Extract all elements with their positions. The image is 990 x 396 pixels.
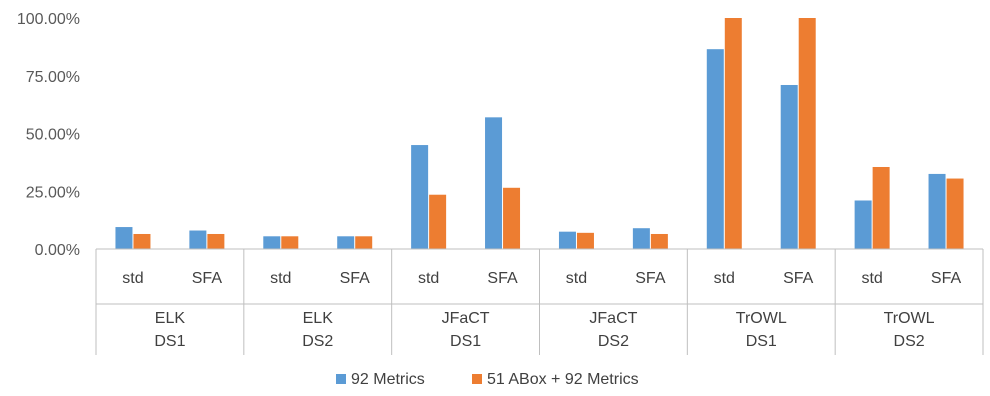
- bar: [780, 84, 798, 250]
- bar: [503, 187, 521, 249]
- bar: [189, 230, 207, 249]
- x-tick-label: SFA: [192, 270, 223, 287]
- bar: [928, 173, 946, 249]
- y-tick-label: 75.00%: [26, 69, 80, 86]
- x-tick-label: SFA: [931, 270, 962, 287]
- y-tick-label: 100.00%: [17, 11, 80, 28]
- legend-label: 92 Metrics: [351, 371, 425, 388]
- bar: [207, 233, 225, 249]
- y-tick-label: 25.00%: [26, 184, 80, 201]
- bar: [946, 178, 964, 249]
- group-label-line1: ELK: [303, 310, 334, 327]
- bar: [263, 236, 281, 249]
- x-tick-label: std: [270, 270, 291, 287]
- group-label-line2: DS2: [598, 333, 629, 350]
- y-tick-label: 50.00%: [26, 127, 80, 144]
- group-label-line2: DS1: [450, 333, 481, 350]
- bar: [558, 231, 576, 249]
- group-label-line2: DS1: [746, 333, 777, 350]
- bars: [115, 18, 964, 250]
- bar: [115, 227, 133, 249]
- group-label-line2: DS1: [154, 333, 185, 350]
- legend-swatch: [336, 374, 346, 384]
- y-tick-label: 0.00%: [35, 242, 80, 259]
- bar: [429, 194, 447, 249]
- bar: [724, 18, 742, 249]
- group-label-line2: DS2: [894, 333, 925, 350]
- x-tick-label: std: [122, 270, 143, 287]
- bar: [281, 236, 299, 249]
- bar: [411, 145, 429, 249]
- bar: [355, 236, 373, 249]
- x-tick-label: std: [861, 270, 882, 287]
- bar: [798, 18, 816, 249]
- bar: [133, 233, 151, 249]
- bar: [854, 200, 872, 249]
- x-tick-label: SFA: [340, 270, 371, 287]
- x-tick-label: std: [418, 270, 439, 287]
- x-tick-label: SFA: [635, 270, 666, 287]
- y-axis: 0.00% 25.00% 50.00% 75.00% 100.00%: [17, 11, 80, 259]
- bar: [485, 117, 503, 249]
- bar: [632, 228, 650, 249]
- x-tick-label: std: [566, 270, 587, 287]
- bar: [576, 232, 594, 249]
- group-label-line1: TrOWL: [736, 310, 787, 327]
- group-label-line2: DS2: [302, 333, 333, 350]
- x-tick-label: SFA: [487, 270, 518, 287]
- bar: [872, 166, 890, 249]
- group-label-line1: TrOWL: [884, 310, 935, 327]
- legend-swatch: [472, 374, 482, 384]
- bar: [337, 236, 355, 249]
- legend-label: 51 ABox + 92 Metrics: [487, 371, 639, 388]
- x-tick-label: SFA: [783, 270, 814, 287]
- group-label-line1: JFaCT: [442, 310, 490, 327]
- legend: 92 Metrics 51 ABox + 92 Metrics: [336, 371, 639, 388]
- bar: [650, 233, 668, 249]
- group-label-line1: JFaCT: [589, 310, 637, 327]
- x-tick-label: std: [714, 270, 735, 287]
- group-label-line1: ELK: [155, 310, 186, 327]
- x-axis: std SFA std SFA std SFA std SFA std SFA std SFA ELK D…: [95, 248, 984, 355]
- bar: [706, 49, 724, 250]
